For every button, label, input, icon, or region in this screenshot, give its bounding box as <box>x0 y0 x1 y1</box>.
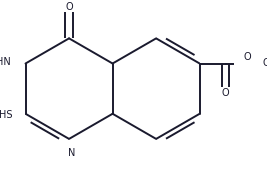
Text: O: O <box>244 52 251 62</box>
Text: HN: HN <box>0 57 11 67</box>
Text: N: N <box>68 147 75 158</box>
Text: HS: HS <box>0 110 13 120</box>
Text: O: O <box>65 2 73 12</box>
Text: CH₃: CH₃ <box>262 58 267 68</box>
Text: O: O <box>222 88 229 98</box>
